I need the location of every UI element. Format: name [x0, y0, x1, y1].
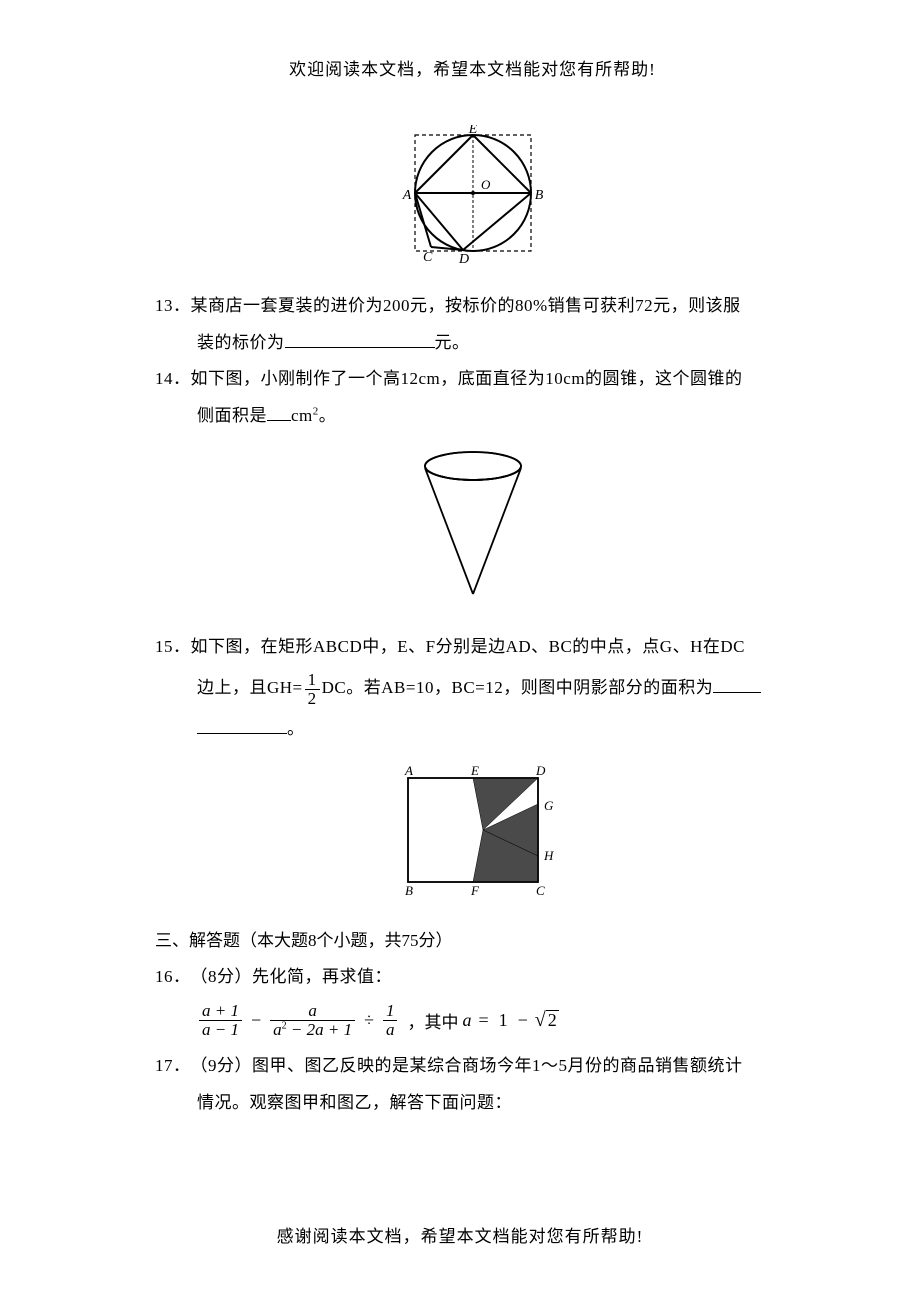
q16-expression: a + 1 a − 1 − a a2 − 2a + 1 ÷ 1 a ，其中 a …	[155, 1002, 790, 1039]
q15-blank-2	[197, 717, 287, 734]
q15-fraction: 12	[305, 671, 320, 708]
q13-blank	[285, 331, 435, 348]
section-3-title: 三、解答题（本大题8个小题，共75分）	[155, 923, 790, 960]
svg-text:E: E	[470, 763, 479, 778]
q14-text-a: 如下图，小刚制作了一个高12cm，底面直径为10cm的圆锥，这个圆锥的	[191, 369, 743, 388]
q16-one: 1	[499, 1010, 508, 1031]
q14-text-d: 。	[319, 406, 337, 425]
cone-diagram	[413, 444, 533, 604]
q16-div: ÷	[364, 1010, 374, 1031]
q16-f3d: a	[383, 1020, 398, 1039]
q16-where: ，其中	[407, 1008, 458, 1033]
svg-text:A: A	[401, 188, 411, 203]
q16-frac-1: a + 1 a − 1	[199, 1002, 242, 1039]
question-13: 13．某商店一套夏装的进价为200元，按标价的80%销售可获利72元，则该服 装…	[155, 288, 790, 361]
q16-sqrt: √2	[535, 1010, 559, 1031]
q16-a: a	[462, 1010, 471, 1031]
q16-f2d: a2 − 2a + 1	[270, 1020, 355, 1039]
svg-text:G: G	[544, 798, 554, 813]
q15-text-a: 如下图，在矩形ABCD中，E、F分别是边AD、BC的中点，点G、H在DC	[191, 637, 745, 656]
question-15: 15．如下图，在矩形ABCD中，E、F分别是边AD、BC的中点，点G、H在DC …	[155, 627, 790, 749]
figure-q15-rect: A E D G H B F C	[155, 760, 790, 905]
question-17: 17．（9分）图甲、图乙反映的是某综合商场今年1～5月份的商品销售额统计 情况。…	[155, 1048, 790, 1121]
q16-frac-2: a a2 − 2a + 1	[270, 1002, 355, 1039]
q16-pts: （8分）先化简，再求值：	[191, 967, 393, 986]
svg-text:B: B	[534, 188, 543, 203]
q16-frac-3: 1 a	[383, 1002, 398, 1039]
q15-text-b: 边上，且GH=	[197, 678, 303, 697]
question-16: 16．（8分）先化简，再求值：	[155, 959, 790, 996]
svg-text:C: C	[423, 250, 433, 265]
svg-text:A: A	[404, 763, 413, 778]
rectangle-shade-diagram: A E D G H B F C	[383, 760, 563, 900]
svg-text:H: H	[543, 848, 554, 863]
q16-f2d-a: a	[273, 1020, 282, 1039]
q15-text-c: DC。若AB=10，BC=12，则图中阴影部分的面积为	[322, 678, 714, 697]
q13-text-b: 装的标价为	[197, 333, 285, 352]
svg-text:C: C	[536, 883, 545, 898]
q14-number: 14．	[155, 361, 191, 398]
figure-q14-cone	[155, 444, 790, 609]
q16-number: 16．	[155, 959, 191, 996]
q15-frac-num: 1	[305, 671, 320, 689]
q14-text-b: 侧面积是	[197, 406, 267, 425]
q14-text-c: cm	[291, 406, 313, 425]
svg-text:B: B	[405, 883, 413, 898]
q16-radicand: 2	[546, 1010, 559, 1031]
q16-eq: =	[478, 1010, 488, 1031]
q17-text-a: （9分）图甲、图乙反映的是某综合商场今年1～5月份的商品销售额统计	[191, 1056, 743, 1075]
q16-f1n: a + 1	[199, 1002, 242, 1020]
q16-f3n: 1	[383, 1002, 398, 1020]
svg-text:F: F	[470, 883, 480, 898]
q17-number: 17．	[155, 1048, 191, 1085]
circle-square-diagram: E A B O C D	[393, 125, 553, 265]
q15-blank-1	[713, 676, 761, 693]
q16-minus2: −	[518, 1010, 528, 1031]
page-header: 欢迎阅读本文档，希望本文档能对您有所帮助!	[155, 55, 790, 80]
q16-f2d-rest: − 2a + 1	[287, 1020, 352, 1039]
svg-text:E: E	[467, 125, 477, 137]
page-footer: 感谢阅读本文档，希望本文档能对您有所帮助!	[0, 1222, 920, 1247]
q16-f1d: a − 1	[199, 1020, 242, 1039]
q15-number: 15．	[155, 627, 191, 668]
q15-frac-den: 2	[305, 689, 320, 708]
question-14: 14．如下图，小刚制作了一个高12cm，底面直径为10cm的圆锥，这个圆锥的 侧…	[155, 361, 790, 434]
q13-number: 13．	[155, 288, 191, 325]
svg-text:O: O	[481, 177, 491, 192]
q17-text-b: 情况。观察图甲和图乙，解答下面问题：	[155, 1085, 790, 1122]
svg-text:D: D	[535, 763, 546, 778]
q15-text-d: 。	[287, 719, 305, 738]
q13-text-c: 元。	[435, 333, 470, 352]
figure-q12-circle: E A B O C D	[155, 125, 790, 270]
q16-f2n: a	[270, 1002, 355, 1020]
q16-minus: −	[251, 1010, 261, 1031]
q13-text-a: 某商店一套夏装的进价为200元，按标价的80%销售可获利72元，则该服	[191, 296, 741, 315]
svg-text:D: D	[458, 252, 469, 265]
q14-blank	[267, 404, 291, 421]
